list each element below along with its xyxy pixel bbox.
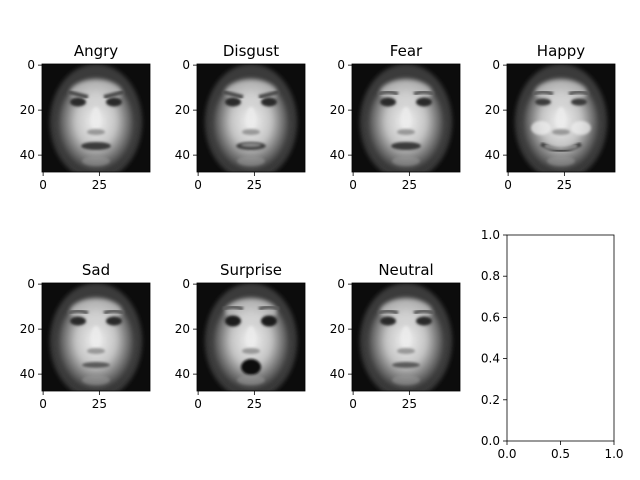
axes-frame — [351, 282, 461, 392]
panel-surprise: Surprise 0 25 0 20 40 — [175, 261, 306, 411]
axes-frame — [196, 282, 306, 392]
average-face-image — [197, 283, 305, 391]
x-tick-label: 0 — [504, 178, 512, 192]
y-tick-label: 40 — [20, 148, 35, 162]
y-tick-label: 0 — [27, 277, 35, 291]
y-tick-label: 0 — [337, 58, 345, 72]
panel-happy: Happy 0 25 0 20 40 — [485, 42, 616, 192]
y-tick-label: 40 — [175, 367, 190, 381]
x-tick-label: 25 — [557, 178, 572, 192]
axes-frame — [506, 63, 616, 173]
y-tick-label: 0.0 — [481, 434, 500, 448]
y-tick-label: 20 — [20, 103, 35, 117]
x-tick-label: 1.0 — [604, 447, 623, 461]
x-tick-label: 0 — [194, 397, 202, 411]
panel-title: Disgust — [223, 42, 279, 60]
average-face-image — [42, 64, 150, 172]
x-tick-label: 0 — [349, 178, 357, 192]
panel-fear: Fear 0 25 0 20 40 — [330, 42, 461, 192]
x-tick-label: 25 — [402, 397, 417, 411]
y-tick-label: 20 — [485, 103, 500, 117]
panel-title: Surprise — [220, 261, 282, 279]
y-tick-label: 20 — [330, 322, 345, 336]
average-face-image — [352, 64, 460, 172]
x-tick-label: 0 — [194, 178, 202, 192]
panel-sad: Sad 0 25 0 20 40 — [20, 261, 151, 411]
y-tick-label: 40 — [20, 367, 35, 381]
x-tick-label: 25 — [92, 178, 107, 192]
x-tick-label: 25 — [247, 397, 262, 411]
y-tick-label: 0 — [337, 277, 345, 291]
y-tick-label: 40 — [485, 148, 500, 162]
y-tick-label: 20 — [175, 103, 190, 117]
average-face-image — [197, 64, 305, 172]
x-tick-label: 0 — [349, 397, 357, 411]
average-face-image — [352, 283, 460, 391]
average-face-image — [507, 64, 615, 172]
average-face-image — [42, 283, 150, 391]
x-tick-label: 0.5 — [551, 447, 570, 461]
panel-disgust: Disgust 0 25 0 20 40 — [175, 42, 306, 192]
x-tick-label: 0.0 — [497, 447, 516, 461]
y-tick-label: 20 — [175, 322, 190, 336]
y-tick-label: 40 — [330, 148, 345, 162]
x-tick-label: 0 — [39, 397, 47, 411]
panel-title: Angry — [74, 42, 118, 60]
axes-frame — [351, 63, 461, 173]
y-tick-label: 40 — [175, 148, 190, 162]
x-tick-label: 25 — [247, 178, 262, 192]
axes-frame — [41, 282, 151, 392]
y-tick-label: 0.2 — [481, 393, 500, 407]
panel-title: Neutral — [378, 261, 433, 279]
y-tick-label: 20 — [20, 322, 35, 336]
x-tick-label: 25 — [402, 178, 417, 192]
y-tick-label: 1.0 — [481, 228, 500, 242]
y-tick-label: 0 — [27, 58, 35, 72]
y-tick-label: 0.4 — [481, 352, 500, 366]
x-tick-label: 0 — [39, 178, 47, 192]
panel-title: Sad — [82, 261, 110, 279]
y-tick-label: 20 — [330, 103, 345, 117]
panel-title: Happy — [537, 42, 586, 60]
y-tick-label: 40 — [330, 367, 345, 381]
axes-frame — [196, 63, 306, 173]
panel-title: Fear — [390, 42, 423, 60]
y-tick-label: 0.8 — [481, 269, 500, 283]
panel-neutral: Neutral 0 25 0 20 40 — [330, 261, 461, 411]
panel-empty-axes: 0.0 0.5 1.0 0.0 0.2 0.4 0.6 0.8 1.0 — [481, 228, 624, 461]
y-tick-label: 0 — [182, 277, 190, 291]
panel-angry: Angry 0 25 0 20 40 — [20, 42, 151, 192]
y-tick-label: 0.6 — [481, 310, 500, 324]
axes-frame — [41, 63, 151, 173]
y-tick-label: 0 — [182, 58, 190, 72]
y-tick-label: 0 — [492, 58, 500, 72]
axes-frame — [506, 234, 615, 442]
x-tick-label: 25 — [92, 397, 107, 411]
